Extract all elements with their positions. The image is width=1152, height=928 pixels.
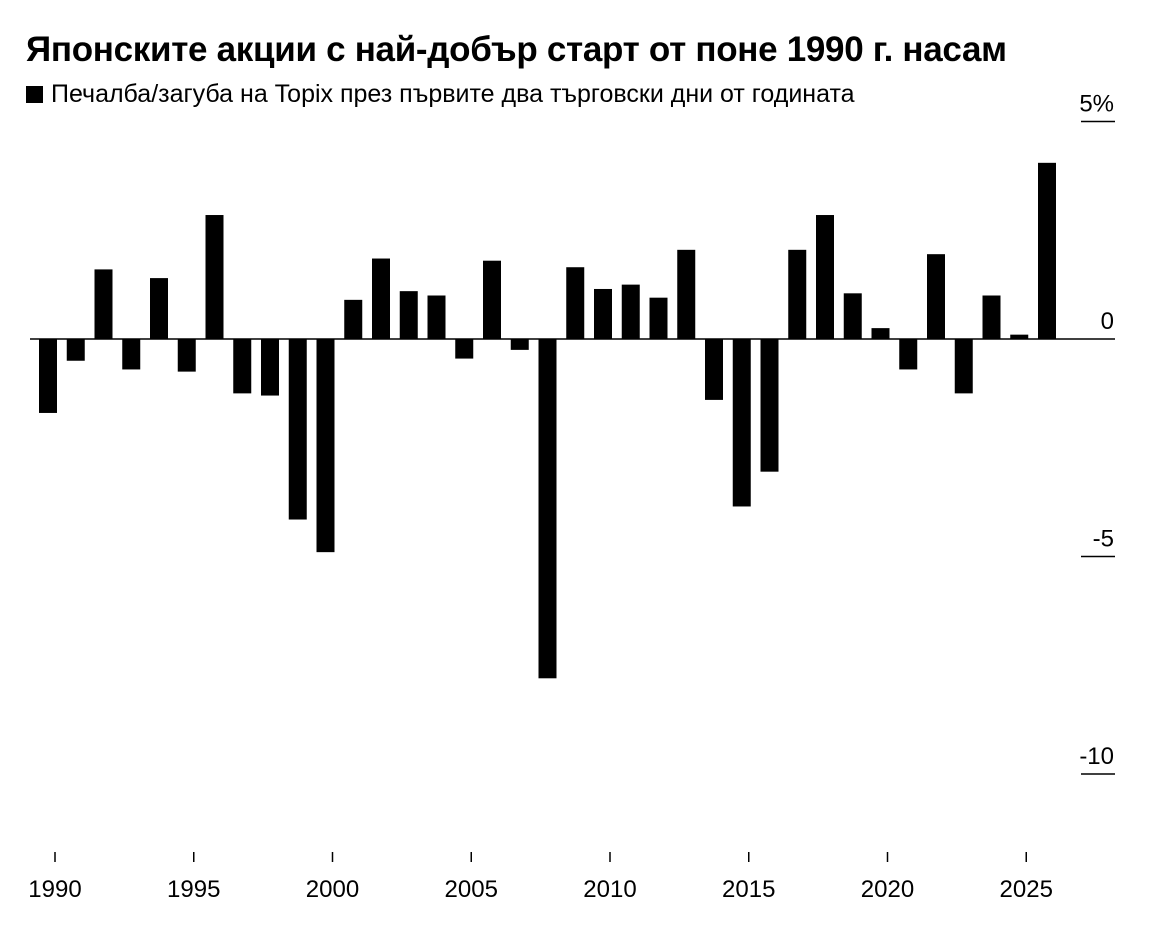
chart-title: Японските акции с най-добър старт от пон… — [26, 30, 1007, 69]
x-tick-label-1995: 1995 — [167, 876, 220, 903]
bar-2002 — [372, 258, 390, 339]
x-tick-label-1990: 1990 — [28, 876, 81, 903]
bar-1999 — [288, 339, 307, 520]
x-tick-label-2005: 2005 — [445, 876, 498, 903]
bar-1995 — [177, 339, 196, 372]
legend: Печалба/загуба на Topix през първите два… — [26, 80, 855, 109]
x-tick-label-2025: 2025 — [1000, 876, 1053, 903]
bar-2025 — [1010, 334, 1029, 339]
bar-2017 — [788, 249, 807, 339]
bar-2000 — [316, 339, 335, 553]
bar-2014 — [705, 339, 723, 400]
bar-2005 — [455, 339, 474, 359]
bar-2012 — [649, 297, 668, 339]
bar-1996 — [205, 215, 224, 339]
bar-2016 — [760, 339, 779, 472]
bar-2022 — [927, 254, 945, 339]
bar-2004 — [427, 295, 446, 339]
bar-2013 — [677, 249, 696, 339]
bar-1991 — [66, 339, 85, 361]
y-tick-label-0: 0 — [1101, 308, 1114, 335]
y-tick-label--5: -5 — [1093, 526, 1114, 553]
bar-2023 — [954, 339, 973, 394]
bar-2015 — [732, 339, 751, 507]
bar-1992 — [94, 269, 113, 339]
bar-2021 — [899, 339, 918, 370]
bar-2008 — [538, 339, 557, 679]
bar-1993 — [122, 339, 141, 370]
bar-2010 — [594, 288, 612, 339]
bar-2019 — [843, 293, 862, 339]
bar-2011 — [621, 284, 640, 339]
bar-2026 — [1038, 162, 1056, 339]
y-tick-label-5%: 5% — [1079, 91, 1114, 118]
bar-2003 — [399, 291, 418, 339]
legend-swatch — [26, 86, 43, 103]
x-tick-label-2015: 2015 — [722, 876, 775, 903]
bar-2006 — [483, 260, 501, 339]
bar-1998 — [261, 339, 279, 396]
bar-1994 — [150, 278, 168, 339]
bar-2007 — [510, 339, 529, 350]
legend-label: Печалба/загуба на Topix през първите два… — [51, 80, 855, 108]
x-tick-label-2000: 2000 — [306, 876, 359, 903]
x-tick-label-2020: 2020 — [861, 876, 914, 903]
bar-2018 — [816, 215, 834, 339]
x-tick-label-2010: 2010 — [583, 876, 636, 903]
bar-2009 — [566, 267, 585, 339]
bar-2001 — [344, 299, 363, 339]
bar-2024 — [982, 295, 1001, 339]
y-tick-label--10: -10 — [1079, 743, 1114, 770]
bar-1990 — [39, 339, 57, 413]
bar-2020 — [871, 328, 890, 339]
bar-1997 — [233, 339, 252, 394]
